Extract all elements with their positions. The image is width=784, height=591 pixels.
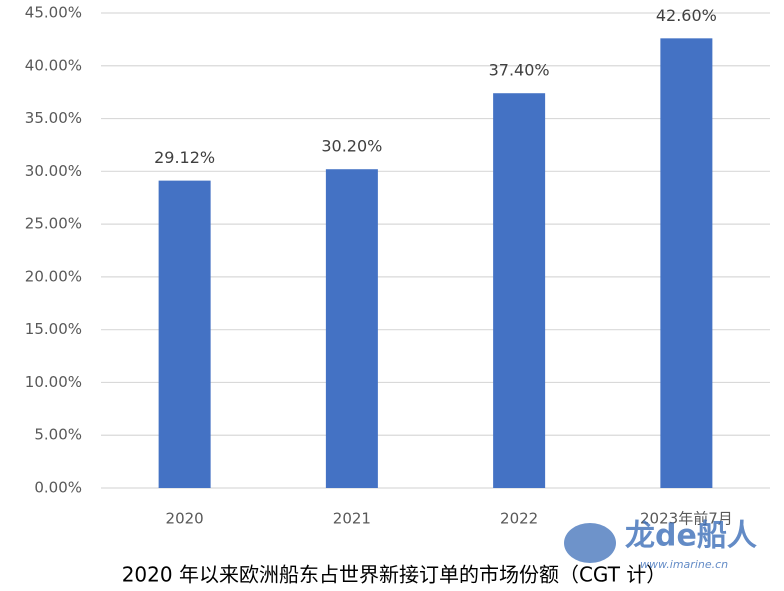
watermark-url: www.imarine.cn — [640, 558, 728, 571]
x-tick-label: 2022 — [500, 510, 538, 528]
data-label: 42.60% — [656, 6, 717, 25]
y-tick-label: 15.00% — [25, 320, 82, 338]
bar — [325, 169, 378, 488]
x-tick-label: 2023年前7月 — [640, 510, 733, 528]
y-tick-label: 45.00% — [25, 4, 82, 22]
y-tick-label: 5.00% — [34, 426, 82, 444]
x-tick-label: 2021 — [333, 510, 371, 528]
watermark-brand: 龙de船人 — [625, 519, 757, 554]
y-tick-label: 40.00% — [25, 56, 82, 74]
bar — [660, 38, 713, 488]
y-tick-label: 30.00% — [25, 162, 82, 180]
bar — [158, 180, 211, 488]
y-tick-label: 10.00% — [25, 373, 82, 391]
data-label: 30.20% — [321, 137, 382, 156]
y-tick-label: 25.00% — [25, 215, 82, 233]
chart-title: 2020 年以来欧洲船东占世界新接订单的市场份额（CGT 计） — [122, 563, 667, 587]
y-tick-label: 35.00% — [25, 109, 82, 127]
x-tick-label: 2020 — [166, 510, 204, 528]
watermark: 龙de船人 www.imarine.cn — [564, 519, 757, 571]
data-label: 37.40% — [489, 61, 550, 80]
y-tick-label: 20.00% — [25, 267, 82, 285]
bar — [493, 93, 546, 488]
data-label: 29.12% — [154, 148, 215, 167]
y-tick-label: 0.00% — [34, 479, 82, 497]
watermark-logo — [564, 523, 616, 563]
